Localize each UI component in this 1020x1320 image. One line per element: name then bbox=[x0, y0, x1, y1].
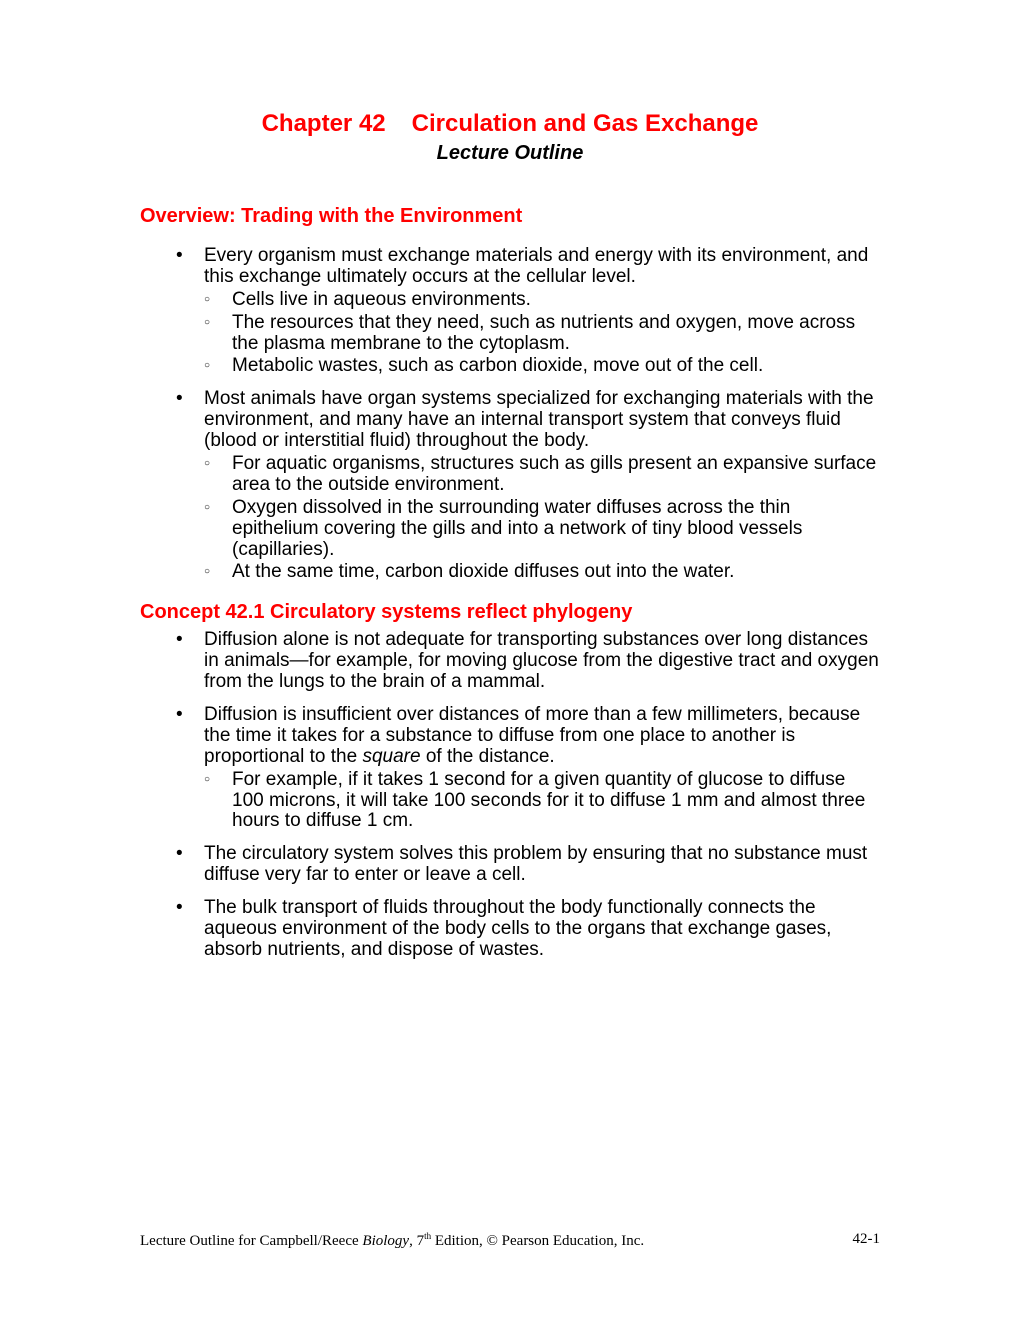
chapter-name: Circulation and Gas Exchange bbox=[412, 110, 759, 137]
section-heading: Overview: Trading with the Environment bbox=[140, 205, 880, 228]
circle-icon: ○ bbox=[200, 290, 232, 311]
subtitle: Lecture Outline bbox=[140, 142, 880, 165]
section-heading: Concept 42.1 Circulatory systems reflect… bbox=[140, 601, 880, 624]
circle-icon: ○ bbox=[200, 770, 232, 833]
footer: Lecture Outline for Campbell/Reece Biolo… bbox=[140, 1231, 880, 1250]
list-item-text: Every organism must exchange materials a… bbox=[204, 246, 880, 288]
sub-list-item: ○For example, if it takes 1 second for a… bbox=[200, 770, 880, 833]
sub-list-item: ○Metabolic wastes, such as carbon dioxid… bbox=[200, 356, 880, 377]
circle-icon: ○ bbox=[200, 498, 232, 561]
sub-list-item: ○At the same time, carbon dioxide diffus… bbox=[200, 562, 880, 583]
list-item-text: Cells live in aqueous environments. bbox=[232, 290, 880, 311]
sub-list-item: ○Cells live in aqueous environments. bbox=[200, 290, 880, 311]
chapter-title: Chapter 42 Circulation and Gas Exchange bbox=[140, 110, 880, 138]
list-item-text: For example, if it takes 1 second for a … bbox=[232, 770, 880, 833]
list-item-text: At the same time, carbon dioxide diffuse… bbox=[232, 562, 880, 583]
list-item: •Most animals have organ systems special… bbox=[170, 389, 880, 452]
bullet-icon: • bbox=[170, 389, 204, 452]
list-item-text: For aquatic organisms, structures such a… bbox=[232, 454, 880, 496]
bullet-block: •Every organism must exchange materials … bbox=[170, 246, 880, 583]
list-item: •The circulatory system solves this prob… bbox=[170, 844, 880, 886]
list-item: •Diffusion is insufficient over distance… bbox=[170, 705, 880, 768]
list-item: •Diffusion alone is not adequate for tra… bbox=[170, 630, 880, 693]
bullet-icon: • bbox=[170, 898, 204, 961]
bullet-icon: • bbox=[170, 246, 204, 288]
sub-list-item: ○Oxygen dissolved in the surrounding wat… bbox=[200, 498, 880, 561]
page-content: Chapter 42 Circulation and Gas Exchange L… bbox=[0, 0, 1020, 961]
footer-page-number: 42-1 bbox=[853, 1231, 881, 1250]
circle-icon: ○ bbox=[200, 454, 232, 496]
circle-icon: ○ bbox=[200, 356, 232, 377]
list-item-text: Most animals have organ systems speciali… bbox=[204, 389, 880, 452]
list-item-text: The bulk transport of fluids throughout … bbox=[204, 898, 880, 961]
chapter-number: Chapter 42 bbox=[262, 110, 386, 137]
bullet-icon: • bbox=[170, 630, 204, 693]
bullet-icon: • bbox=[170, 844, 204, 886]
list-item-text: The circulatory system solves this probl… bbox=[204, 844, 880, 886]
list-item-text: The resources that they need, such as nu… bbox=[232, 313, 880, 355]
circle-icon: ○ bbox=[200, 562, 232, 583]
sections: Overview: Trading with the Environment•E… bbox=[140, 205, 880, 961]
sub-list-item: ○The resources that they need, such as n… bbox=[200, 313, 880, 355]
sub-list-item: ○For aquatic organisms, structures such … bbox=[200, 454, 880, 496]
list-item: •The bulk transport of fluids throughout… bbox=[170, 898, 880, 961]
bullet-icon: • bbox=[170, 705, 204, 768]
circle-icon: ○ bbox=[200, 313, 232, 355]
list-item: •Every organism must exchange materials … bbox=[170, 246, 880, 288]
list-item-text: Oxygen dissolved in the surrounding wate… bbox=[232, 498, 880, 561]
list-item-text: Diffusion alone is not adequate for tran… bbox=[204, 630, 880, 693]
list-item-text: Diffusion is insufficient over distances… bbox=[204, 705, 880, 768]
bullet-block: •Diffusion alone is not adequate for tra… bbox=[170, 630, 880, 960]
footer-left: Lecture Outline for Campbell/Reece Biolo… bbox=[140, 1231, 853, 1250]
list-item-text: Metabolic wastes, such as carbon dioxide… bbox=[232, 356, 880, 377]
